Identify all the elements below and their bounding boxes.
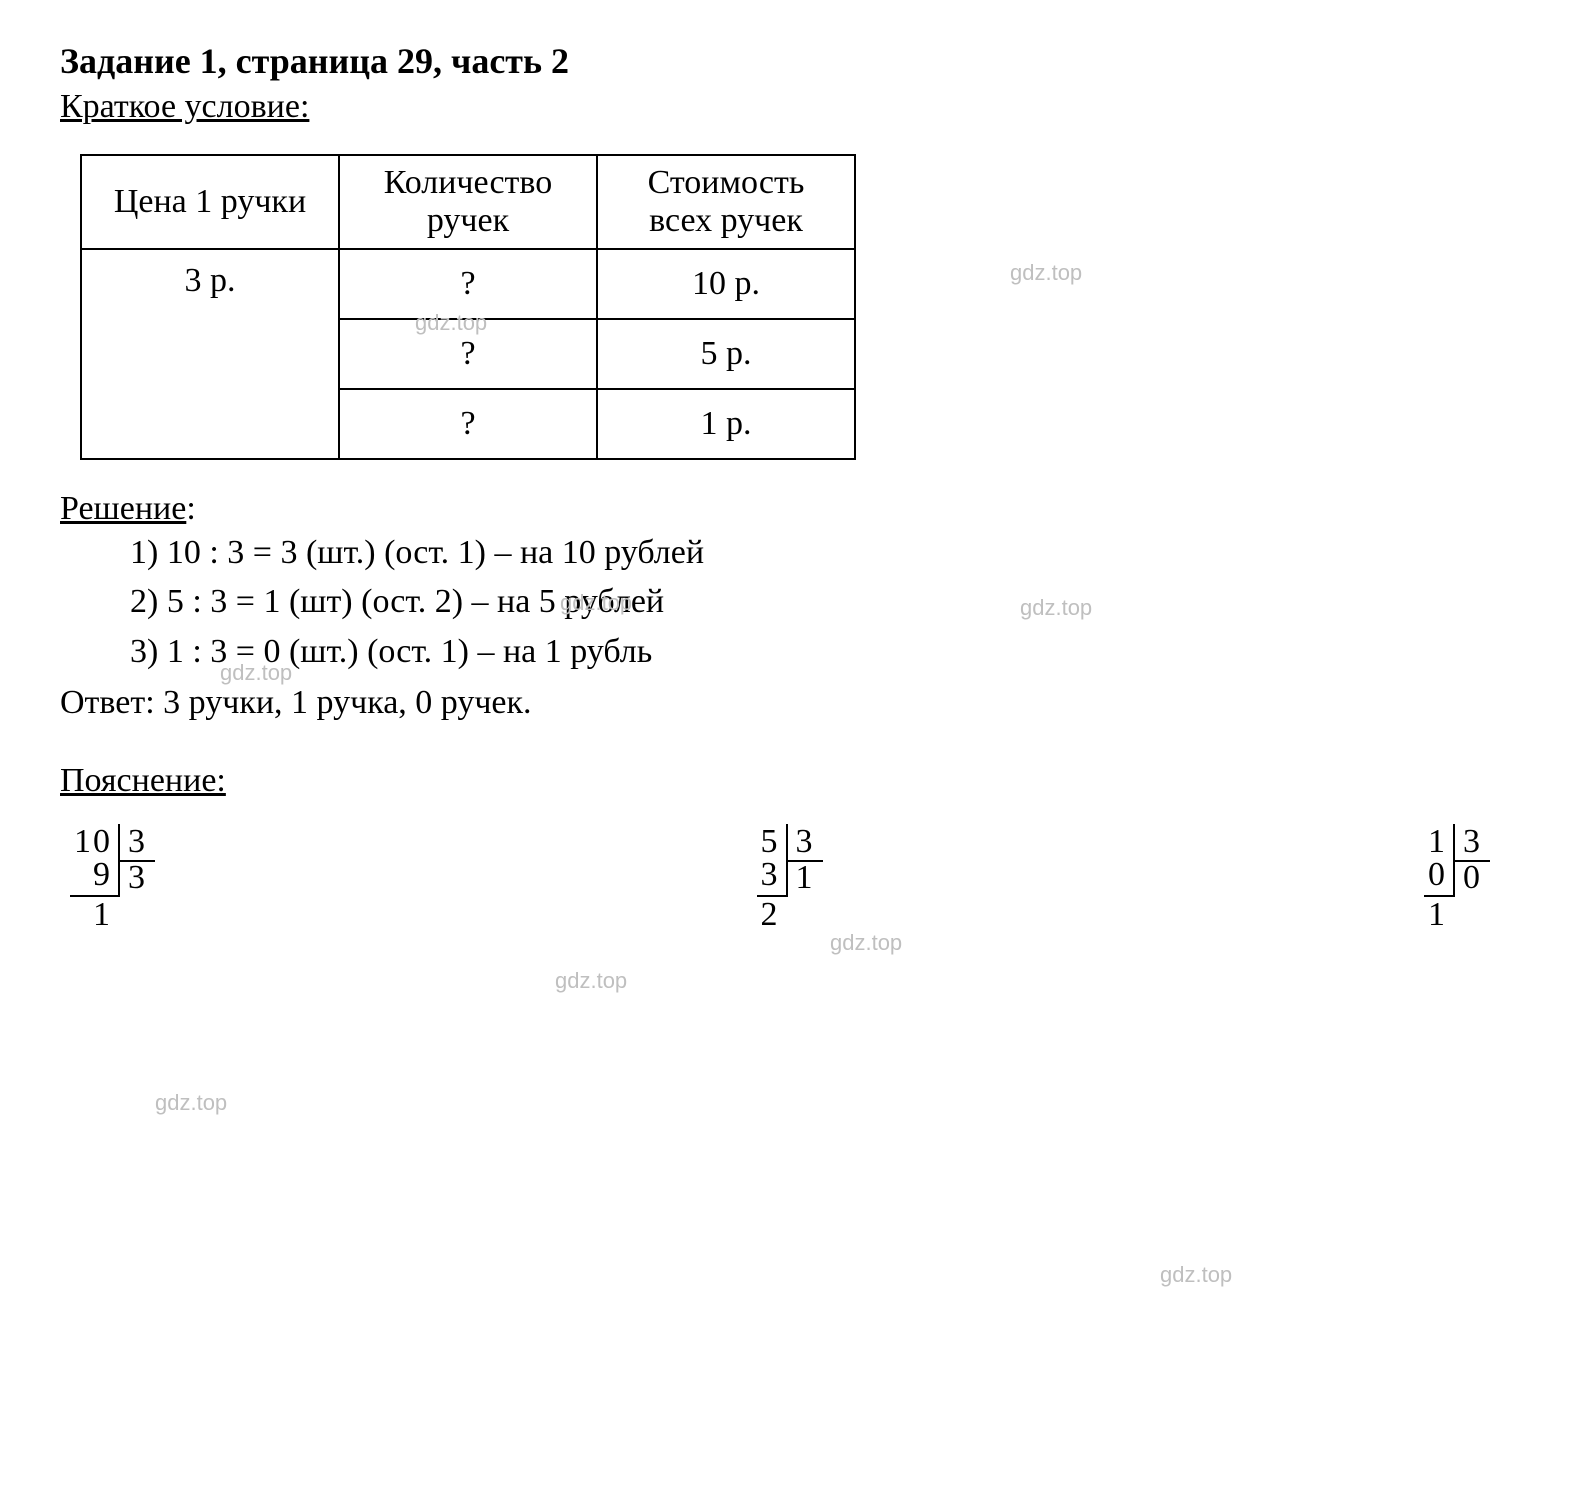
ld-remainder: 01: [70, 897, 118, 933]
table-header-cost-top: Стоимость: [597, 155, 855, 202]
cell-qty: ?: [339, 389, 597, 459]
ld-quotient: 3: [120, 859, 155, 896]
ld-quotient: 1: [788, 859, 823, 896]
short-condition-label: Краткое условие:: [60, 88, 1520, 126]
ld-quotient: 0: [1455, 859, 1490, 896]
long-division-row: 10 3 3 09 01 5 3 1 3 2 1: [60, 824, 1520, 933]
watermark-text: gdz.top: [830, 930, 902, 956]
cell-cost: 5 р.: [597, 319, 855, 389]
table-header-qty-bot: ручек: [339, 202, 597, 249]
ld-dividend: 1: [1424, 824, 1455, 860]
solution-label: Решение: [60, 490, 186, 527]
ld-dividend: 5: [757, 824, 788, 860]
table-header-cost-bot: всех ручек: [597, 202, 855, 249]
ld-remainder: 2: [757, 897, 786, 933]
answer-line: Ответ: 3 ручки, 1 ручка, 0 ручек.: [60, 684, 1520, 722]
watermark-text: gdz.top: [155, 1090, 227, 1116]
long-division: 5 3 1 3 2: [757, 824, 823, 933]
table-header-price: Цена 1 ручки: [81, 155, 339, 249]
ld-subtract: 0: [1424, 857, 1455, 897]
watermark-text: gdz.top: [1160, 1262, 1232, 1288]
ld-divisor: 3: [1455, 823, 1490, 862]
solution-block: Решение: 1) 10 : 3 = 3 (шт.) (ост. 1) – …: [60, 490, 1520, 722]
watermark-text: gdz.top: [1010, 260, 1082, 286]
solution-step: 1) 10 : 3 = 3 (шт.) (ост. 1) – на 10 руб…: [130, 528, 1520, 577]
cell-cost: 10 р.: [597, 249, 855, 319]
table-header-qty-top: Количество: [339, 155, 597, 202]
watermark-text: gdz.top: [555, 968, 627, 994]
explanation-label: Пояснение:: [60, 762, 1520, 800]
answer-label: Ответ:: [60, 684, 155, 721]
cell-qty: ?: [339, 319, 597, 389]
cell-cost: 1 р.: [597, 389, 855, 459]
ld-dividend: 10: [70, 824, 120, 860]
solution-step: 2) 5 : 3 = 1 (шт) (ост. 2) – на 5 рублей: [130, 577, 1520, 626]
ld-divisor: 3: [120, 823, 155, 862]
conditions-table: Цена 1 ручки Количество Стоимость ручек …: [80, 154, 856, 460]
ld-subtract: 09: [70, 857, 120, 897]
ld-remainder: 1: [1424, 897, 1453, 933]
answer-text: 3 ручки, 1 ручка, 0 ручек.: [155, 684, 532, 721]
table-row: 3 р. ? 10 р.: [81, 249, 855, 319]
cell-price: 3 р.: [81, 249, 339, 459]
long-division: 10 3 3 09 01: [70, 824, 155, 933]
ld-divisor: 3: [788, 823, 823, 862]
solution-step: 3) 1 : 3 = 0 (шт.) (ост. 1) – на 1 рубль: [130, 627, 1520, 676]
long-division: 1 3 0 0 1: [1424, 824, 1490, 933]
ld-subtract: 3: [757, 857, 788, 897]
exercise-title: Задание 1, страница 29, часть 2: [60, 40, 1520, 82]
cell-qty: ?: [339, 249, 597, 319]
